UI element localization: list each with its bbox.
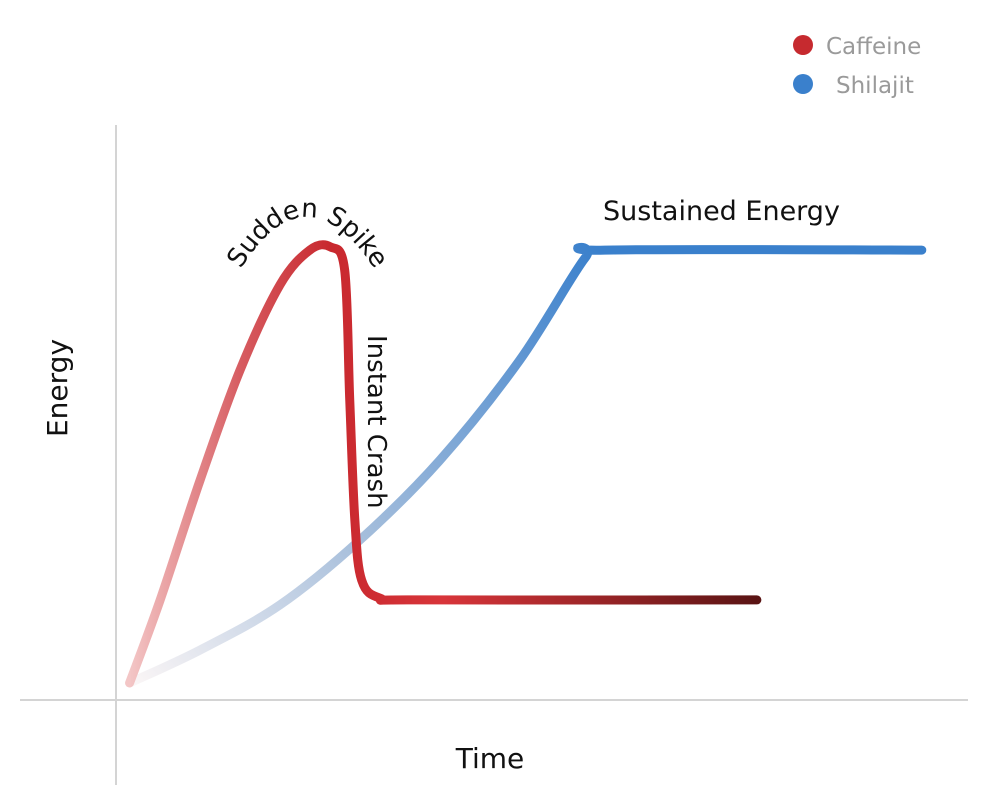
annotation-sudden-spike: Sudden Spike <box>221 194 393 274</box>
x-axis-label: Time <box>455 742 525 775</box>
annotation-instant-crash: Instant Crash <box>361 335 391 509</box>
y-axis-label: Energy <box>41 339 74 437</box>
legend-label-caffeine: Caffeine <box>826 34 921 60</box>
legend: Caffeine Shilajit <box>793 34 921 99</box>
legend-label-shilajit: Shilajit <box>836 73 914 99</box>
legend-marker-shilajit <box>793 74 813 94</box>
series-line-caffeine <box>125 240 762 688</box>
series-line-shilajit <box>125 242 927 688</box>
annotation-sustained-energy: Sustained Energy <box>603 196 840 227</box>
legend-marker-caffeine <box>793 35 813 55</box>
